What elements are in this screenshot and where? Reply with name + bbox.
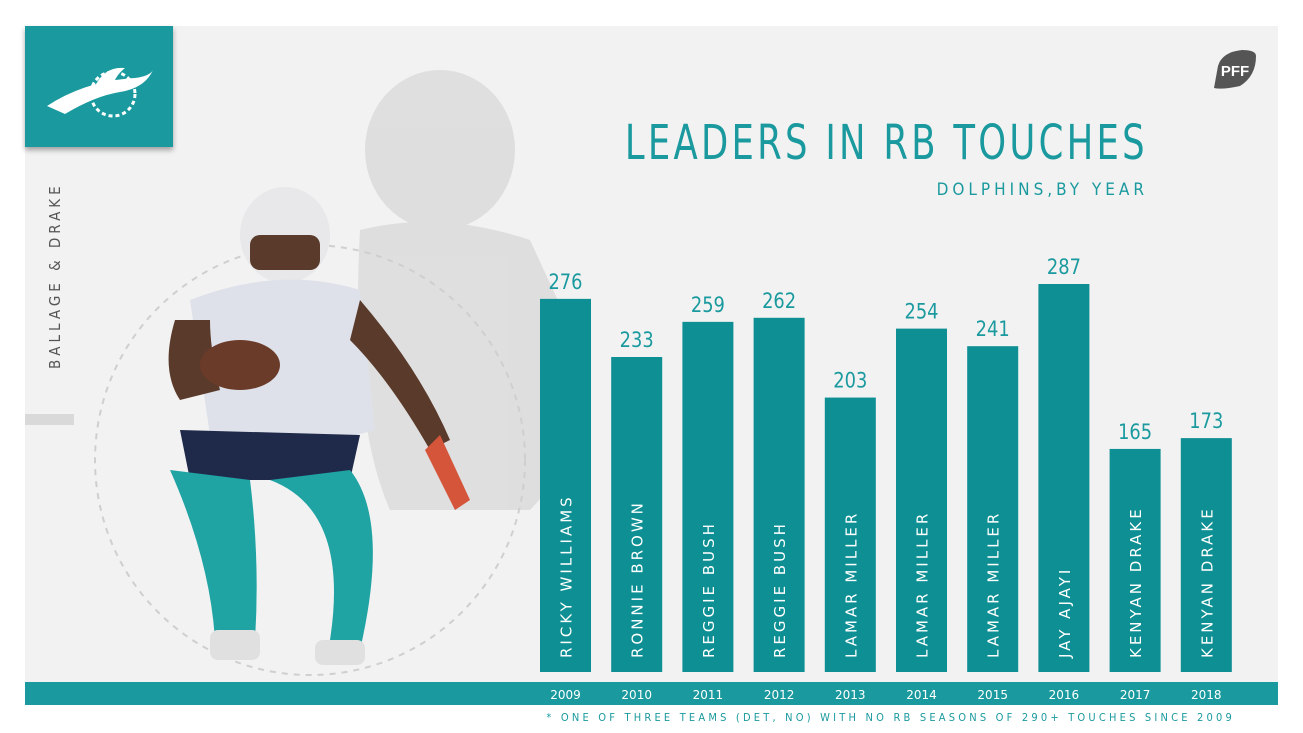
value-label: 259 <box>691 292 725 317</box>
bar-2009 <box>540 298 591 672</box>
svg-text:PFF: PFF <box>1221 63 1249 80</box>
bar-2014 <box>896 328 947 672</box>
value-label: 287 <box>1047 255 1081 280</box>
footnote: * ONE OF THREE TEAMS (DET, NO) WITH NO R… <box>546 711 1235 724</box>
dolphin-logo-icon <box>47 67 153 118</box>
value-label: 276 <box>548 269 582 294</box>
year-tick-label: 2012 <box>764 688 795 702</box>
player-name-label: RICKY WILLIAMS <box>558 494 576 658</box>
player-name-label: LAMAR MILLER <box>985 511 1003 658</box>
year-tick-label: 2014 <box>906 688 937 702</box>
player-photo <box>94 70 590 676</box>
player-name-label: KENYAN DRAKE <box>1198 506 1216 658</box>
bar-2010 <box>611 357 663 672</box>
bar-2018 <box>1180 438 1232 672</box>
year-tick-label: 2018 <box>1191 688 1222 702</box>
player-name-label: KENYAN DRAKE <box>1127 506 1145 658</box>
year-tick-label: 2009 <box>550 688 581 702</box>
chart-subtitle: DOLPHINS,BY YEAR <box>936 180 1148 200</box>
player-name-label: LAMAR MILLER <box>842 511 860 658</box>
year-tick-label: 2010 <box>621 688 652 702</box>
chart-title: LEADERS IN RB TOUCHES <box>624 115 1148 171</box>
year-tick-label: 2011 <box>693 688 724 702</box>
year-tick-label: 2013 <box>835 688 866 702</box>
value-label: 173 <box>1189 409 1223 434</box>
year-tick-label: 2017 <box>1120 688 1151 702</box>
bar-2015 <box>967 346 1019 672</box>
value-label: 233 <box>620 328 654 353</box>
side-divider <box>25 414 74 425</box>
axis-band <box>25 682 1278 705</box>
bar-2011 <box>682 321 734 672</box>
player-name-label: RONNIE BROWN <box>629 500 647 658</box>
value-label: 254 <box>904 299 938 324</box>
player-name-label: REGGIE BUSH <box>771 521 789 658</box>
bar-2016 <box>1038 284 1090 672</box>
player-name-label: LAMAR MILLER <box>914 511 932 658</box>
bar-2013 <box>824 397 876 672</box>
year-tick-label: 2016 <box>1049 688 1080 702</box>
bar-2012 <box>753 317 805 672</box>
value-label: 203 <box>833 368 867 393</box>
player-name-label: REGGIE BUSH <box>700 521 718 658</box>
bar-2017 <box>1109 448 1161 672</box>
year-tick-label: 2015 <box>977 688 1008 702</box>
player-name-label: JAY AJAYI <box>1056 567 1074 659</box>
value-label: 241 <box>976 317 1010 342</box>
pff-logo-icon: PFF <box>1214 50 1256 89</box>
value-label: 165 <box>1118 420 1152 445</box>
value-label: 262 <box>762 288 796 313</box>
dolphins-logo-box <box>25 26 173 147</box>
